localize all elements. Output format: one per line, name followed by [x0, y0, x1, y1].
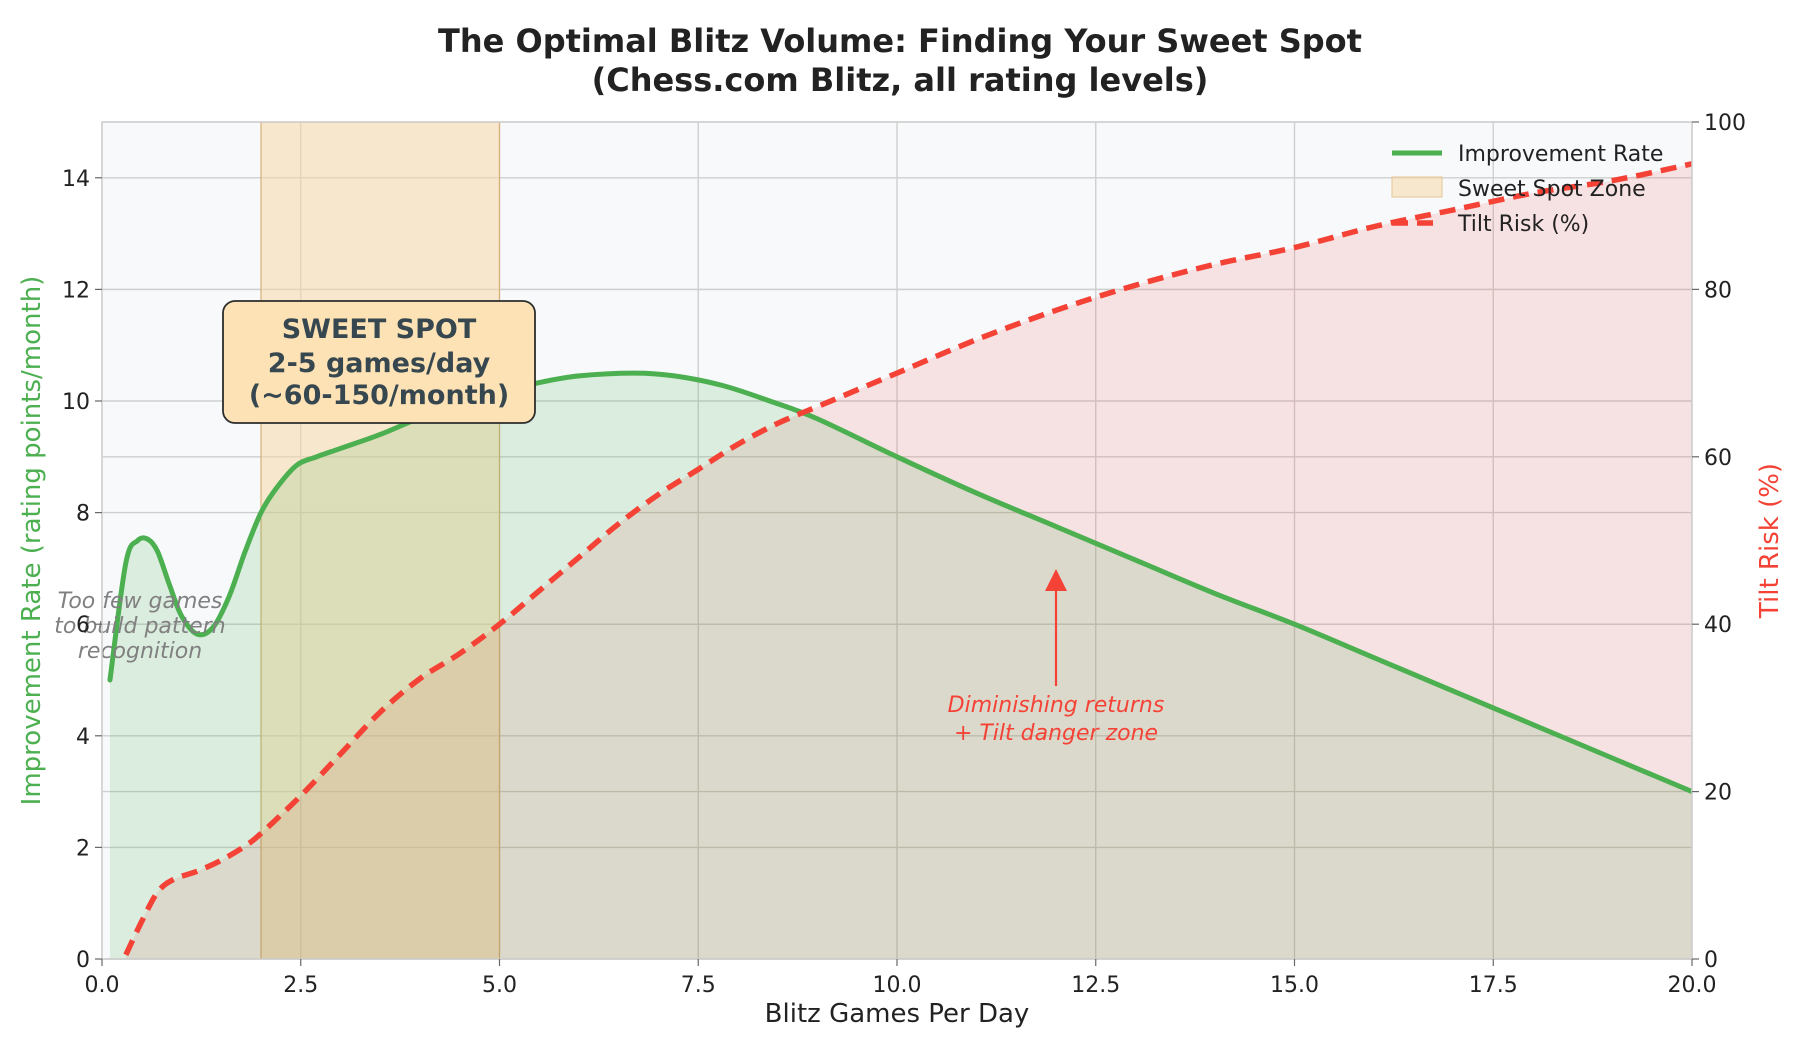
y-left-tick-label: 14: [62, 167, 90, 192]
x-tick-label: 10.0: [873, 973, 922, 998]
y-right-axis-label: Tilt Risk (%): [1755, 463, 1785, 619]
legend-improvement-label: Improvement Rate: [1458, 142, 1663, 167]
improvement-rate-area: [109, 373, 1692, 959]
legend-tilt-label: Tilt Risk (%): [1457, 212, 1589, 237]
legend: Improvement Rate Sweet Spot Zone Tilt Ri…: [1391, 142, 1663, 237]
x-axis-label: Blitz Games Per Day: [765, 999, 1030, 1029]
y-left-tick-label: 0: [76, 948, 90, 973]
x-tick-label: 2.5: [283, 973, 318, 998]
sweet-spot-annotation-line-2: 2-5 games/day: [268, 348, 491, 379]
chart-title-line-1: The Optimal Blitz Volume: Finding Your S…: [438, 22, 1362, 60]
tick-labels: 0.0 2.5 5.0 7.5 10.0 12.5 15.0 17.5 20.002468101…: [62, 111, 1746, 998]
sweet-spot-zone: [260, 122, 501, 959]
y-left-tick-label: 10: [62, 390, 90, 415]
y-right-tick-label: 100: [1704, 111, 1746, 136]
x-tick-label: 5.0: [482, 973, 517, 998]
sweet-spot-annotation-box: [222, 300, 536, 424]
y-left-tick-label: 6: [76, 613, 90, 638]
sweet-spot-annotation-line-3: (~60-150/month): [249, 380, 509, 411]
x-tick-label: 17.5: [1469, 973, 1518, 998]
too-few-annotation-line-2: to build pattern: [54, 614, 225, 639]
y-left-axis-label: Improvement Rate (rating points/month): [17, 276, 47, 806]
legend-sweet-spot-label: Sweet Spot Zone: [1458, 177, 1646, 202]
diminishing-returns-annotation-line-1: Diminishing returns: [948, 693, 1165, 718]
y-right-tick-label: 40: [1704, 613, 1732, 638]
y-right-tick-label: 80: [1704, 278, 1732, 303]
y-right-tick-label: 60: [1704, 446, 1732, 471]
too-few-annotation-line-3: recognition: [78, 639, 202, 664]
legend-sweet-spot-swatch: [1391, 176, 1443, 198]
x-tick-label: 15.0: [1270, 973, 1319, 998]
sweet-spot-annotation-line-1: SWEET SPOT: [282, 314, 477, 345]
plot-data: [107, 122, 1692, 959]
y-left-tick-label: 8: [76, 502, 90, 527]
tilt-risk-area: [125, 163, 1692, 959]
x-tick-label: 20.0: [1668, 973, 1717, 998]
chart-title-line-2: (Chess.com Blitz, all rating levels): [592, 61, 1209, 99]
y-left-tick-label: 4: [76, 725, 90, 750]
y-left-tick-label: 12: [62, 278, 90, 303]
tilt-risk-line: [123, 161, 1692, 956]
y-left-tick-label: 2: [76, 836, 90, 861]
plot-layer: [107, 122, 1692, 959]
y-right-tick-label: 0: [1704, 948, 1718, 973]
too-few-annotation-line-1: Too few games: [58, 589, 223, 614]
diminishing-returns-annotation-line-2: + Tilt danger zone: [954, 721, 1158, 746]
x-tick-label: 7.5: [681, 973, 716, 998]
annotation-layer: SWEET SPOT 2-5 games/day (~60-150/month)…: [54, 300, 1165, 746]
x-tick-label: 0.0: [85, 973, 120, 998]
x-tick-label: 12.5: [1071, 973, 1120, 998]
y-right-tick-label: 20: [1704, 781, 1732, 806]
